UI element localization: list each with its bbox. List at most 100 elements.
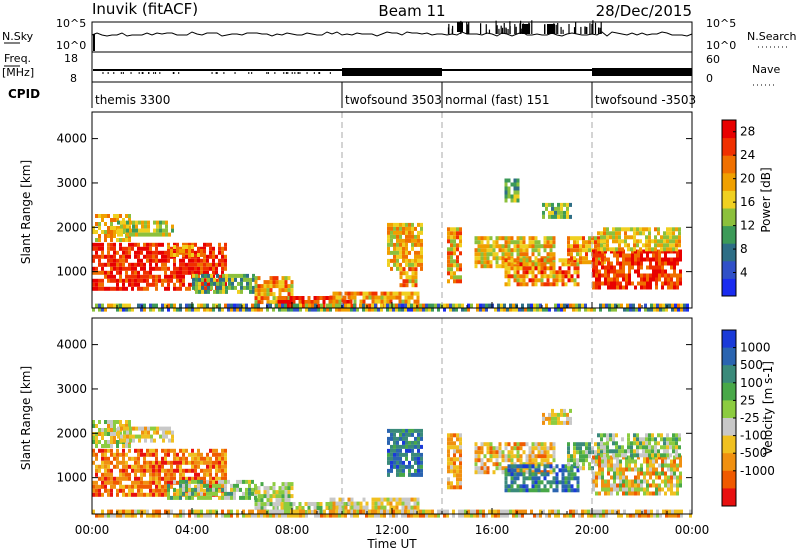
heatmap-cell: [116, 214, 119, 218]
heatmap-cell: [170, 472, 173, 477]
heatmap-cell: [155, 286, 158, 291]
heatmap-cell: [200, 452, 203, 457]
heatmap-cell: [405, 448, 408, 453]
heatmap-cell: [543, 266, 547, 271]
heatmap-cell: [622, 475, 625, 480]
heatmap-cell: [101, 266, 104, 271]
nsky-spike: [488, 29, 491, 34]
power-y-axis-label: Slant Range [km]: [19, 160, 33, 264]
heatmap-cell: [164, 448, 167, 453]
heatmap-cell: [625, 479, 628, 484]
heatmap-cell: [104, 476, 107, 481]
heatmap-cell: [653, 513, 656, 518]
heatmap-cell: [649, 483, 652, 488]
heatmap-cell: [576, 464, 580, 469]
heatmap-cell: [131, 464, 134, 469]
heatmap-cell: [218, 452, 221, 457]
heatmap-cell: [224, 254, 227, 259]
heatmap-cell: [389, 303, 392, 308]
heatmap-cell: [675, 227, 678, 232]
heatmap-cell: [134, 480, 137, 485]
heatmap-cell: [675, 445, 678, 450]
heatmap-cell: [149, 246, 152, 251]
heatmap-cell: [287, 307, 290, 312]
heatmap-cell: [549, 256, 553, 261]
heatmap-cell: [479, 303, 482, 308]
heatmap-cell: [224, 242, 227, 247]
heatmap-cell: [173, 253, 176, 257]
heatmap-cell: [485, 513, 488, 518]
heatmap-cell: [576, 282, 580, 287]
heatmap-cell: [182, 472, 185, 477]
heatmap-cell: [322, 296, 326, 300]
heatmap-cell: [570, 248, 573, 253]
heatmap-cell: [290, 284, 294, 289]
heatmap-cell: [344, 307, 347, 312]
heatmap-cell: [540, 256, 544, 261]
heatmap-cell: [149, 258, 152, 263]
heatmap-cell: [332, 501, 336, 506]
heatmap-cell: [408, 448, 411, 453]
heatmap-cell: [594, 244, 597, 249]
heatmap-cell: [215, 513, 218, 518]
heatmap-cell: [173, 472, 176, 477]
heatmap-cell: [613, 265, 616, 270]
heatmap-cell: [203, 253, 206, 257]
heatmap-cell: [669, 441, 672, 446]
heatmap-cell: [414, 472, 417, 477]
heatmap-cell: [98, 214, 101, 218]
heatmap-cell: [622, 479, 625, 484]
heatmap-cell: [492, 248, 496, 253]
heatmap-cell: [534, 472, 538, 477]
heatmap-cell: [395, 303, 398, 308]
heatmap-cell: [92, 484, 95, 489]
heatmap-cell: [560, 210, 563, 215]
heatmap-cell: [534, 466, 538, 471]
heatmap-cell: [510, 446, 514, 451]
heatmap-cell: [595, 265, 598, 270]
heatmap-cell: [595, 269, 598, 274]
heatmap-cell: [621, 227, 624, 232]
heatmap-cell: [98, 513, 101, 518]
heatmap-cell: [645, 247, 648, 252]
heatmap-cell: [158, 476, 161, 481]
heatmap-cell: [510, 252, 514, 257]
heatmap-cell: [417, 230, 420, 235]
heatmap-cell: [534, 488, 538, 493]
heatmap-cell: [643, 257, 646, 262]
heatmap-cell: [679, 459, 682, 464]
heatmap-cell: [450, 469, 453, 474]
heatmap-cell: [170, 249, 173, 253]
heatmap-cell: [492, 470, 496, 475]
heatmap-cell: [141, 224, 144, 229]
heatmap-cell: [573, 266, 577, 271]
heatmap-cell: [407, 509, 410, 514]
heatmap-cell: [408, 432, 411, 437]
heatmap-cell: [165, 434, 168, 439]
heatmap-cell: [393, 444, 396, 449]
heatmap-cell: [625, 455, 628, 460]
heatmap-cell: [197, 253, 200, 257]
heatmap-cell: [616, 455, 619, 460]
heatmap-cell: [266, 292, 270, 297]
heatmap-cell: [215, 468, 218, 473]
heatmap-cell: [401, 497, 405, 502]
heatmap-cell: [664, 269, 667, 274]
heatmap-cell: [332, 505, 336, 510]
heatmap-cell: [168, 430, 171, 435]
heatmap-cell: [453, 243, 456, 248]
heatmap-cell: [380, 513, 383, 518]
heatmap-cell: [546, 274, 550, 279]
heatmap-cell: [113, 428, 116, 432]
heatmap-cell: [159, 228, 162, 233]
heatmap-cell: [209, 460, 212, 465]
nsearch-tick-bottom: 10^0: [706, 39, 736, 52]
heatmap-cell: [603, 227, 606, 232]
heatmap-cell: [395, 501, 399, 506]
freq-tick-top: 18: [64, 52, 78, 65]
heatmap-cell: [263, 494, 267, 499]
heatmap-cell: [489, 454, 493, 459]
heatmap-cell: [149, 468, 152, 473]
heatmap-cell: [411, 472, 414, 477]
heatmap-cell: [209, 472, 212, 477]
